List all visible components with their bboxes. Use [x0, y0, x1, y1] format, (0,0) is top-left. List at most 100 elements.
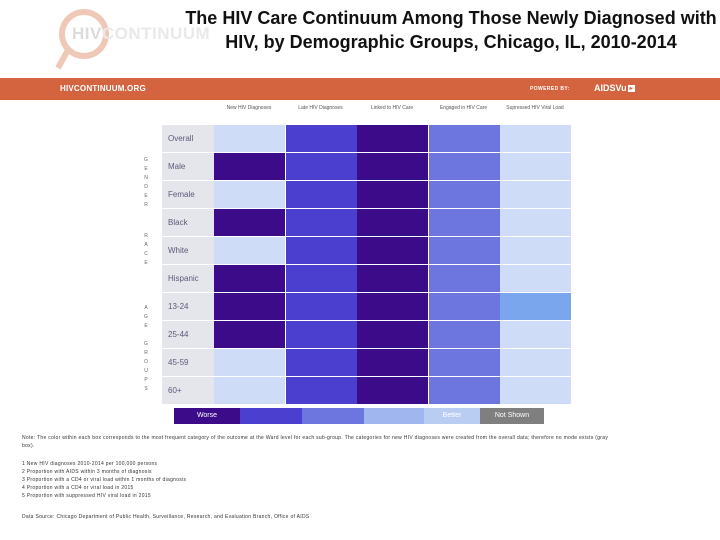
legend-worse: Worse [174, 408, 240, 424]
row-label: Male [162, 153, 214, 180]
grid-cell [357, 153, 428, 180]
site-banner [0, 78, 720, 100]
column-headers: New HIV Diagnoses Late HIV Diagnoses Linke… [214, 101, 564, 125]
legend-step-4 [364, 408, 424, 424]
grid-cell [500, 181, 571, 208]
legend-not-shown: Not Shown [480, 408, 544, 424]
grid-cell [285, 321, 357, 348]
grid-cell [357, 293, 428, 320]
grid-cell [285, 293, 357, 320]
group-letter: A [144, 305, 148, 311]
note-text: Note: The color within each box correspo… [22, 435, 609, 449]
column-header: New HIV Diagnoses [226, 105, 272, 111]
group-letter: E [144, 260, 148, 266]
site-link[interactable]: HIVCONTINUUM.ORG [60, 84, 146, 93]
row-label: 45-59 [162, 349, 214, 376]
logo-continuum-text: CONTINUUM [101, 24, 211, 43]
grid-cell [500, 293, 571, 320]
row-label: 13-24 [162, 293, 214, 320]
grid-cell [357, 377, 428, 404]
legend-better: Better [424, 408, 480, 424]
grid-cell [357, 265, 428, 292]
grid-cell [285, 349, 357, 376]
column-header: Supressed HIV Viral Load [506, 105, 564, 111]
row-label: 25-44 [162, 321, 214, 348]
grid-cell [285, 377, 357, 404]
header: HIVCONTINUUM The HIV Care Continuum Amon… [0, 0, 720, 78]
grid-cell [428, 181, 500, 208]
group-letter: U [144, 368, 148, 374]
grid-cell [214, 321, 285, 348]
group-letter: E [144, 166, 148, 172]
footnotes: 1 New HIV diagnoses 2010-2014 per 100,00… [22, 460, 622, 500]
group-letter: A [144, 242, 148, 248]
group-letter [142, 331, 150, 340]
legend: Worse Better Not Shown [174, 408, 544, 424]
grid-cell [214, 237, 285, 264]
column-header: Engaged in HIV Care [439, 105, 488, 111]
row-label: Hispanic [162, 265, 214, 292]
grid-cell [214, 293, 285, 320]
grid-cell [500, 265, 571, 292]
grid-cell [214, 349, 285, 376]
page-title: The HIV Care Continuum Among Those Newly… [185, 8, 717, 52]
footnote: 2 Proportion with AIDS within 3 months o… [22, 469, 152, 475]
grid-cell [500, 209, 571, 236]
grid-cell [500, 125, 571, 152]
grid-cell [214, 209, 285, 236]
grid-cell [428, 125, 500, 152]
group-letter: E [144, 323, 148, 329]
footnote: 5 Proportion with suppressed HIV viral l… [22, 493, 151, 499]
logo-hiv-text: HIV [72, 24, 102, 43]
grid-cell [357, 321, 428, 348]
grid-cell [500, 377, 571, 404]
group-letter: D [144, 184, 148, 190]
grid-cell [428, 209, 500, 236]
grid-cell [500, 349, 571, 376]
grid-cell [428, 377, 500, 404]
group-letter: E [144, 193, 148, 199]
grid-cell [285, 209, 357, 236]
footnote: 4 Proportion with a CD4 or viral load in… [22, 485, 134, 491]
grid-cell [214, 377, 285, 404]
column-header: Late HIV Diagnoses [298, 105, 343, 111]
group-letter: R [144, 202, 148, 208]
group-letter: R [144, 350, 148, 356]
grid-cell [500, 153, 571, 180]
group-letter: R [144, 233, 148, 239]
grid-cell [428, 265, 500, 292]
footnote: 3 Proportion with a CD4 or viral load wi… [22, 477, 187, 483]
grid-cell [285, 237, 357, 264]
group-letter: G [144, 314, 148, 320]
row-label: Overall [162, 125, 214, 152]
group-letter: G [144, 157, 148, 163]
logo-wordmark: HIVCONTINUUM [72, 24, 210, 44]
grid-cell [428, 293, 500, 320]
grid-cell [357, 125, 428, 152]
grid-cell [214, 125, 285, 152]
group-letter: N [144, 175, 148, 181]
grid-cell [214, 153, 285, 180]
grid-cell [285, 125, 357, 152]
grid-cell [428, 321, 500, 348]
hiv-continuum-logo-icon [55, 9, 109, 70]
row-label: White [162, 237, 214, 264]
grid-cell [357, 237, 428, 264]
grid-cell [500, 321, 571, 348]
grid-cell [357, 349, 428, 376]
row-label: Black [162, 209, 214, 236]
grid-cell [428, 237, 500, 264]
aidsvu-logo: AIDSVu ▸ [594, 83, 635, 93]
grid-cell [285, 265, 357, 292]
group-letter: O [144, 359, 148, 365]
grid-cell [214, 181, 285, 208]
row-label: 60+ [162, 377, 214, 404]
footnote: 1 New HIV diagnoses 2010-2014 per 100,00… [22, 461, 158, 467]
aidsvu-badge-icon: ▸ [627, 85, 635, 92]
group-letter: G [144, 341, 148, 347]
legend-step-3 [302, 408, 364, 424]
aidsvu-wordmark: AIDSVu [594, 83, 627, 93]
powered-by-label: POWERED BY: [530, 86, 570, 92]
